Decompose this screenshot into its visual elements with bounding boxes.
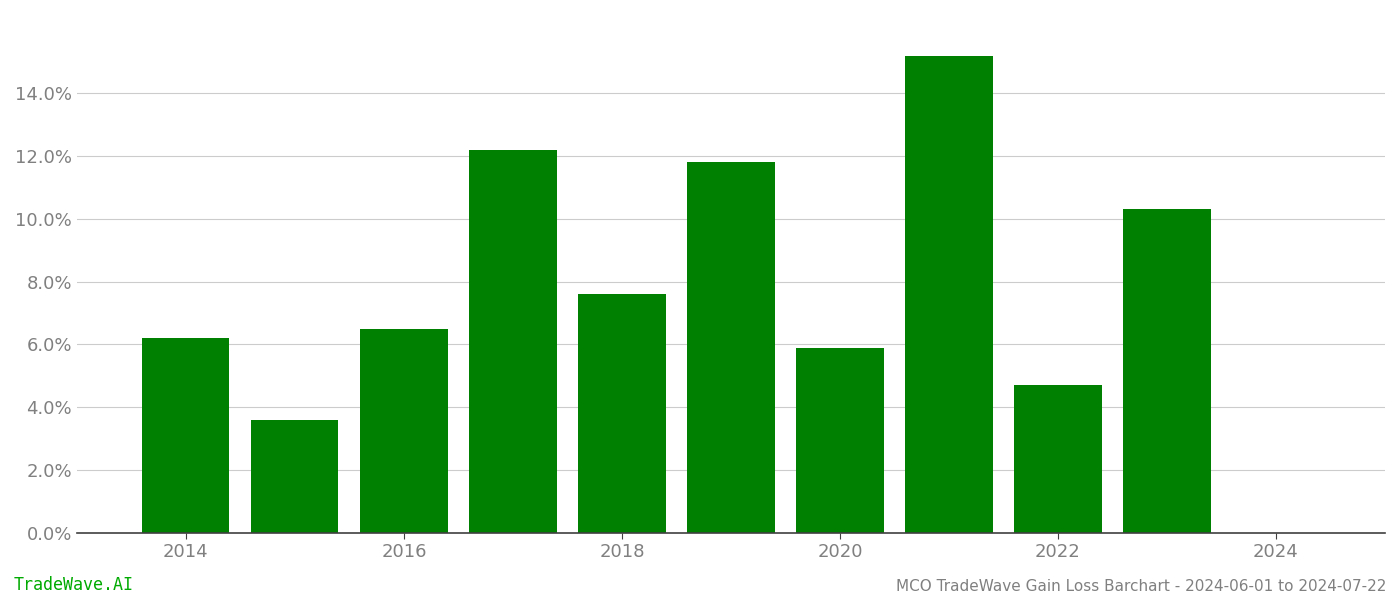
Bar bbox=[143, 338, 230, 533]
Bar bbox=[578, 294, 665, 533]
Bar bbox=[797, 347, 883, 533]
Bar bbox=[251, 419, 339, 533]
Bar bbox=[906, 56, 993, 533]
Bar bbox=[1015, 385, 1102, 533]
Text: TradeWave.AI: TradeWave.AI bbox=[14, 576, 134, 594]
Bar bbox=[687, 163, 774, 533]
Bar bbox=[469, 150, 557, 533]
Bar bbox=[360, 329, 448, 533]
Text: MCO TradeWave Gain Loss Barchart - 2024-06-01 to 2024-07-22: MCO TradeWave Gain Loss Barchart - 2024-… bbox=[896, 579, 1386, 594]
Bar bbox=[1123, 209, 1211, 533]
